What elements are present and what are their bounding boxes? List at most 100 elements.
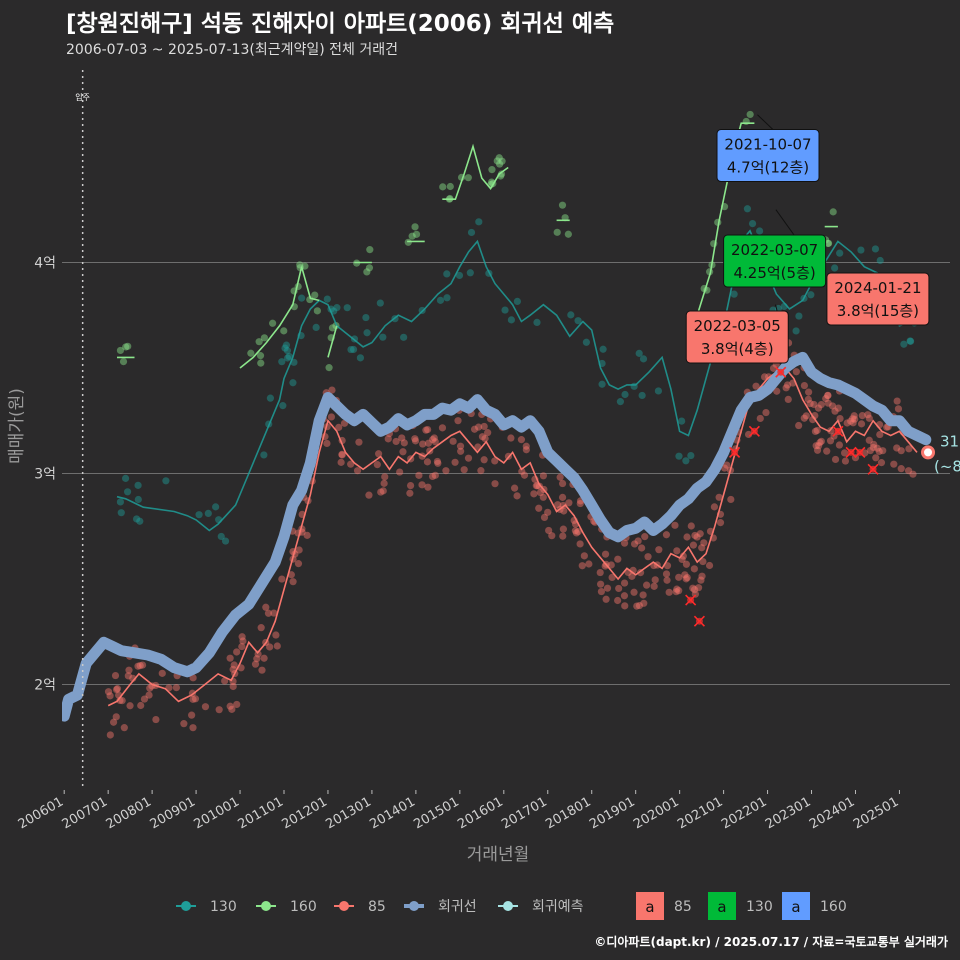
scatter-point (533, 318, 541, 326)
legend-fill-glyph: a (791, 898, 800, 916)
scatter-point (630, 540, 639, 548)
scatter-point (784, 395, 792, 403)
scatter-point (813, 426, 821, 435)
highlight-cross (845, 446, 857, 458)
annotation-date: 2024-01-21 (834, 279, 921, 297)
scatter-point (239, 637, 247, 645)
highlight-cross (685, 594, 697, 606)
scatter-point (457, 447, 465, 455)
x-tick-label: 202001 (631, 794, 681, 832)
y-tick-label: 4억 (34, 255, 56, 271)
scatter-point (662, 531, 671, 539)
scatter-point (424, 439, 433, 447)
scatter-point (228, 705, 236, 713)
scatter-point (561, 214, 569, 222)
scatter-point (262, 603, 270, 611)
scatter-point (289, 379, 297, 387)
scatter-point (283, 354, 292, 362)
scatter-point (530, 490, 538, 498)
scatter-point (189, 695, 197, 703)
scatter-point (654, 387, 663, 395)
scatter-point (572, 529, 581, 537)
scatter-point (460, 466, 468, 474)
scatter-point (748, 220, 757, 228)
scatter-point (501, 306, 509, 314)
scatter-point (620, 539, 629, 547)
x-tick-label: 200701 (60, 794, 110, 832)
scatter-point (641, 533, 649, 541)
scatter-point (559, 532, 567, 540)
x-tick-label: 201801 (543, 794, 593, 832)
scatter-point (353, 467, 362, 475)
scatter-point (439, 183, 447, 191)
annotation-value: 4.7억(12층) (727, 159, 809, 177)
scatter-point (620, 592, 629, 600)
scatter-point (634, 537, 642, 545)
scatter-point (638, 544, 646, 552)
scatter-point (470, 425, 479, 433)
scatter-point (782, 384, 790, 392)
scatter-point (850, 412, 858, 420)
scatter-point (831, 264, 839, 272)
legend-fill-swatch (782, 892, 810, 920)
scatter-point (338, 451, 346, 459)
scatter-point (111, 671, 120, 680)
scatter-point (381, 473, 389, 481)
legend-fill-label: 160 (820, 899, 847, 915)
scatter-point (620, 579, 629, 587)
scatter-point (113, 685, 122, 693)
legend-label: 160 (290, 899, 317, 915)
scatter-point (824, 391, 832, 399)
legend-label: 130 (210, 899, 237, 915)
scatter-point (640, 599, 648, 607)
scatter-point (520, 471, 529, 479)
scatter-point (710, 503, 719, 511)
series-160-line (696, 122, 755, 316)
scatter-point (278, 575, 286, 583)
scatter-point (281, 344, 289, 352)
scatter-point (398, 434, 406, 442)
annotation-date: 2022-03-07 (731, 241, 818, 259)
scatter-point (365, 264, 374, 272)
scatter-point (683, 533, 691, 541)
scatter-point (564, 230, 572, 238)
scatter-point (384, 435, 392, 443)
highlight-cross (748, 425, 760, 437)
legend: 130 160 85 회귀선 회귀예측 a 85 a 130 a 160 (176, 892, 847, 920)
annotation-value: 3.8억(15층) (837, 302, 919, 320)
scatter-point (172, 684, 181, 692)
scatter-point (875, 447, 883, 456)
scatter-point (847, 417, 855, 425)
scatter-point (379, 487, 387, 495)
scatter-point (870, 440, 878, 448)
scatter-point (136, 517, 144, 525)
scatter-point (535, 504, 543, 512)
scatter-point (576, 540, 584, 548)
scatter-point (522, 446, 530, 454)
x-tick-label: 202101 (675, 794, 725, 832)
scatter-point (258, 666, 266, 674)
scatter-point (323, 295, 331, 303)
annotation-value: 3.8억(4층) (701, 340, 774, 358)
scatter-point (807, 291, 815, 299)
scatter-point (298, 294, 306, 302)
scatter-point (823, 447, 831, 455)
scatter-point (545, 526, 553, 535)
scatter-point (323, 439, 331, 448)
scatter-point (795, 312, 803, 320)
scatter-point (328, 324, 337, 332)
scatter-point (715, 493, 723, 501)
scatter-point (116, 346, 125, 355)
scatter-point (691, 590, 699, 598)
scatter-point (221, 537, 230, 545)
scatter-point (817, 401, 825, 409)
scatter-point (675, 573, 683, 581)
scatter-point (690, 586, 699, 594)
scatter-point (810, 400, 818, 409)
scatter-point (337, 458, 345, 466)
scatter-point (795, 421, 803, 430)
scatter-point (434, 459, 442, 467)
x-tick-label: 201701 (499, 794, 549, 832)
x-tick-label: 200901 (148, 794, 198, 832)
scatter-point (673, 547, 681, 555)
